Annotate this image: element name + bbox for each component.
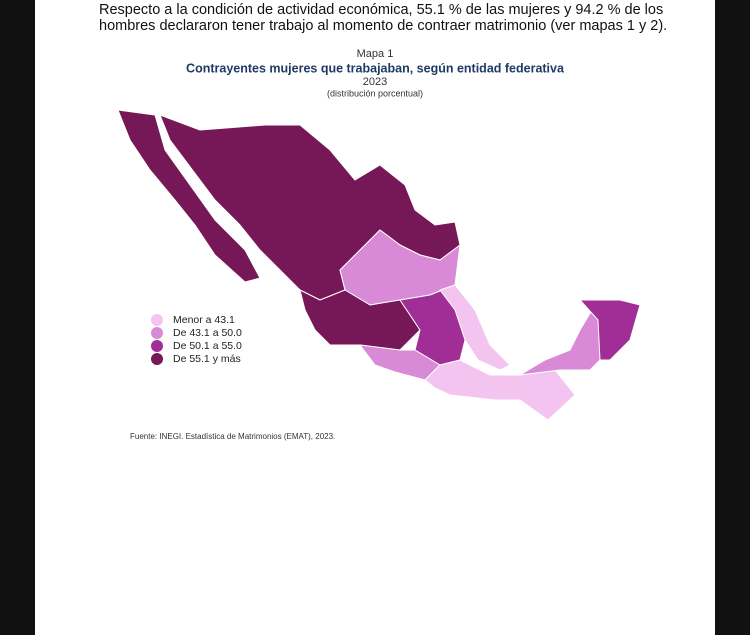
- region: [117, 109, 261, 283]
- region: [299, 289, 421, 351]
- legend-label: De 43.1 a 50.0: [173, 327, 242, 339]
- legend-swatch: [151, 327, 163, 339]
- map-source: Fuente: INEGI. Estadística de Matrimonio…: [130, 432, 335, 441]
- region: [424, 359, 576, 421]
- legend-swatch: [151, 340, 163, 352]
- paragraph-line: Respecto a la condición de actividad eco…: [99, 2, 664, 18]
- legend-swatch: [151, 353, 163, 365]
- map-title: Contrayentes mujeres que trabajaban, seg…: [186, 61, 565, 75]
- legend-label: De 50.1 a 55.0: [173, 340, 242, 352]
- legend-label: Menor a 43.1: [173, 314, 235, 326]
- region: [519, 299, 601, 376]
- legend-label: De 55.1 y más: [173, 353, 241, 365]
- mexico-map: [117, 109, 641, 421]
- map-figure: Mapa 1 Contrayentes mujeres que trabajab…: [117, 48, 641, 441]
- paragraph-line: hombres declararon tener trabajo al mome…: [99, 18, 668, 34]
- map-subtitle: (distribución porcentual): [327, 88, 423, 98]
- region: [579, 299, 641, 361]
- map-year: 2023: [363, 76, 387, 88]
- region: [439, 284, 511, 371]
- document-page: Respecto a la condición de actividad eco…: [35, 0, 715, 635]
- legend-swatch: [151, 314, 163, 326]
- map-label: Mapa 1: [357, 48, 394, 60]
